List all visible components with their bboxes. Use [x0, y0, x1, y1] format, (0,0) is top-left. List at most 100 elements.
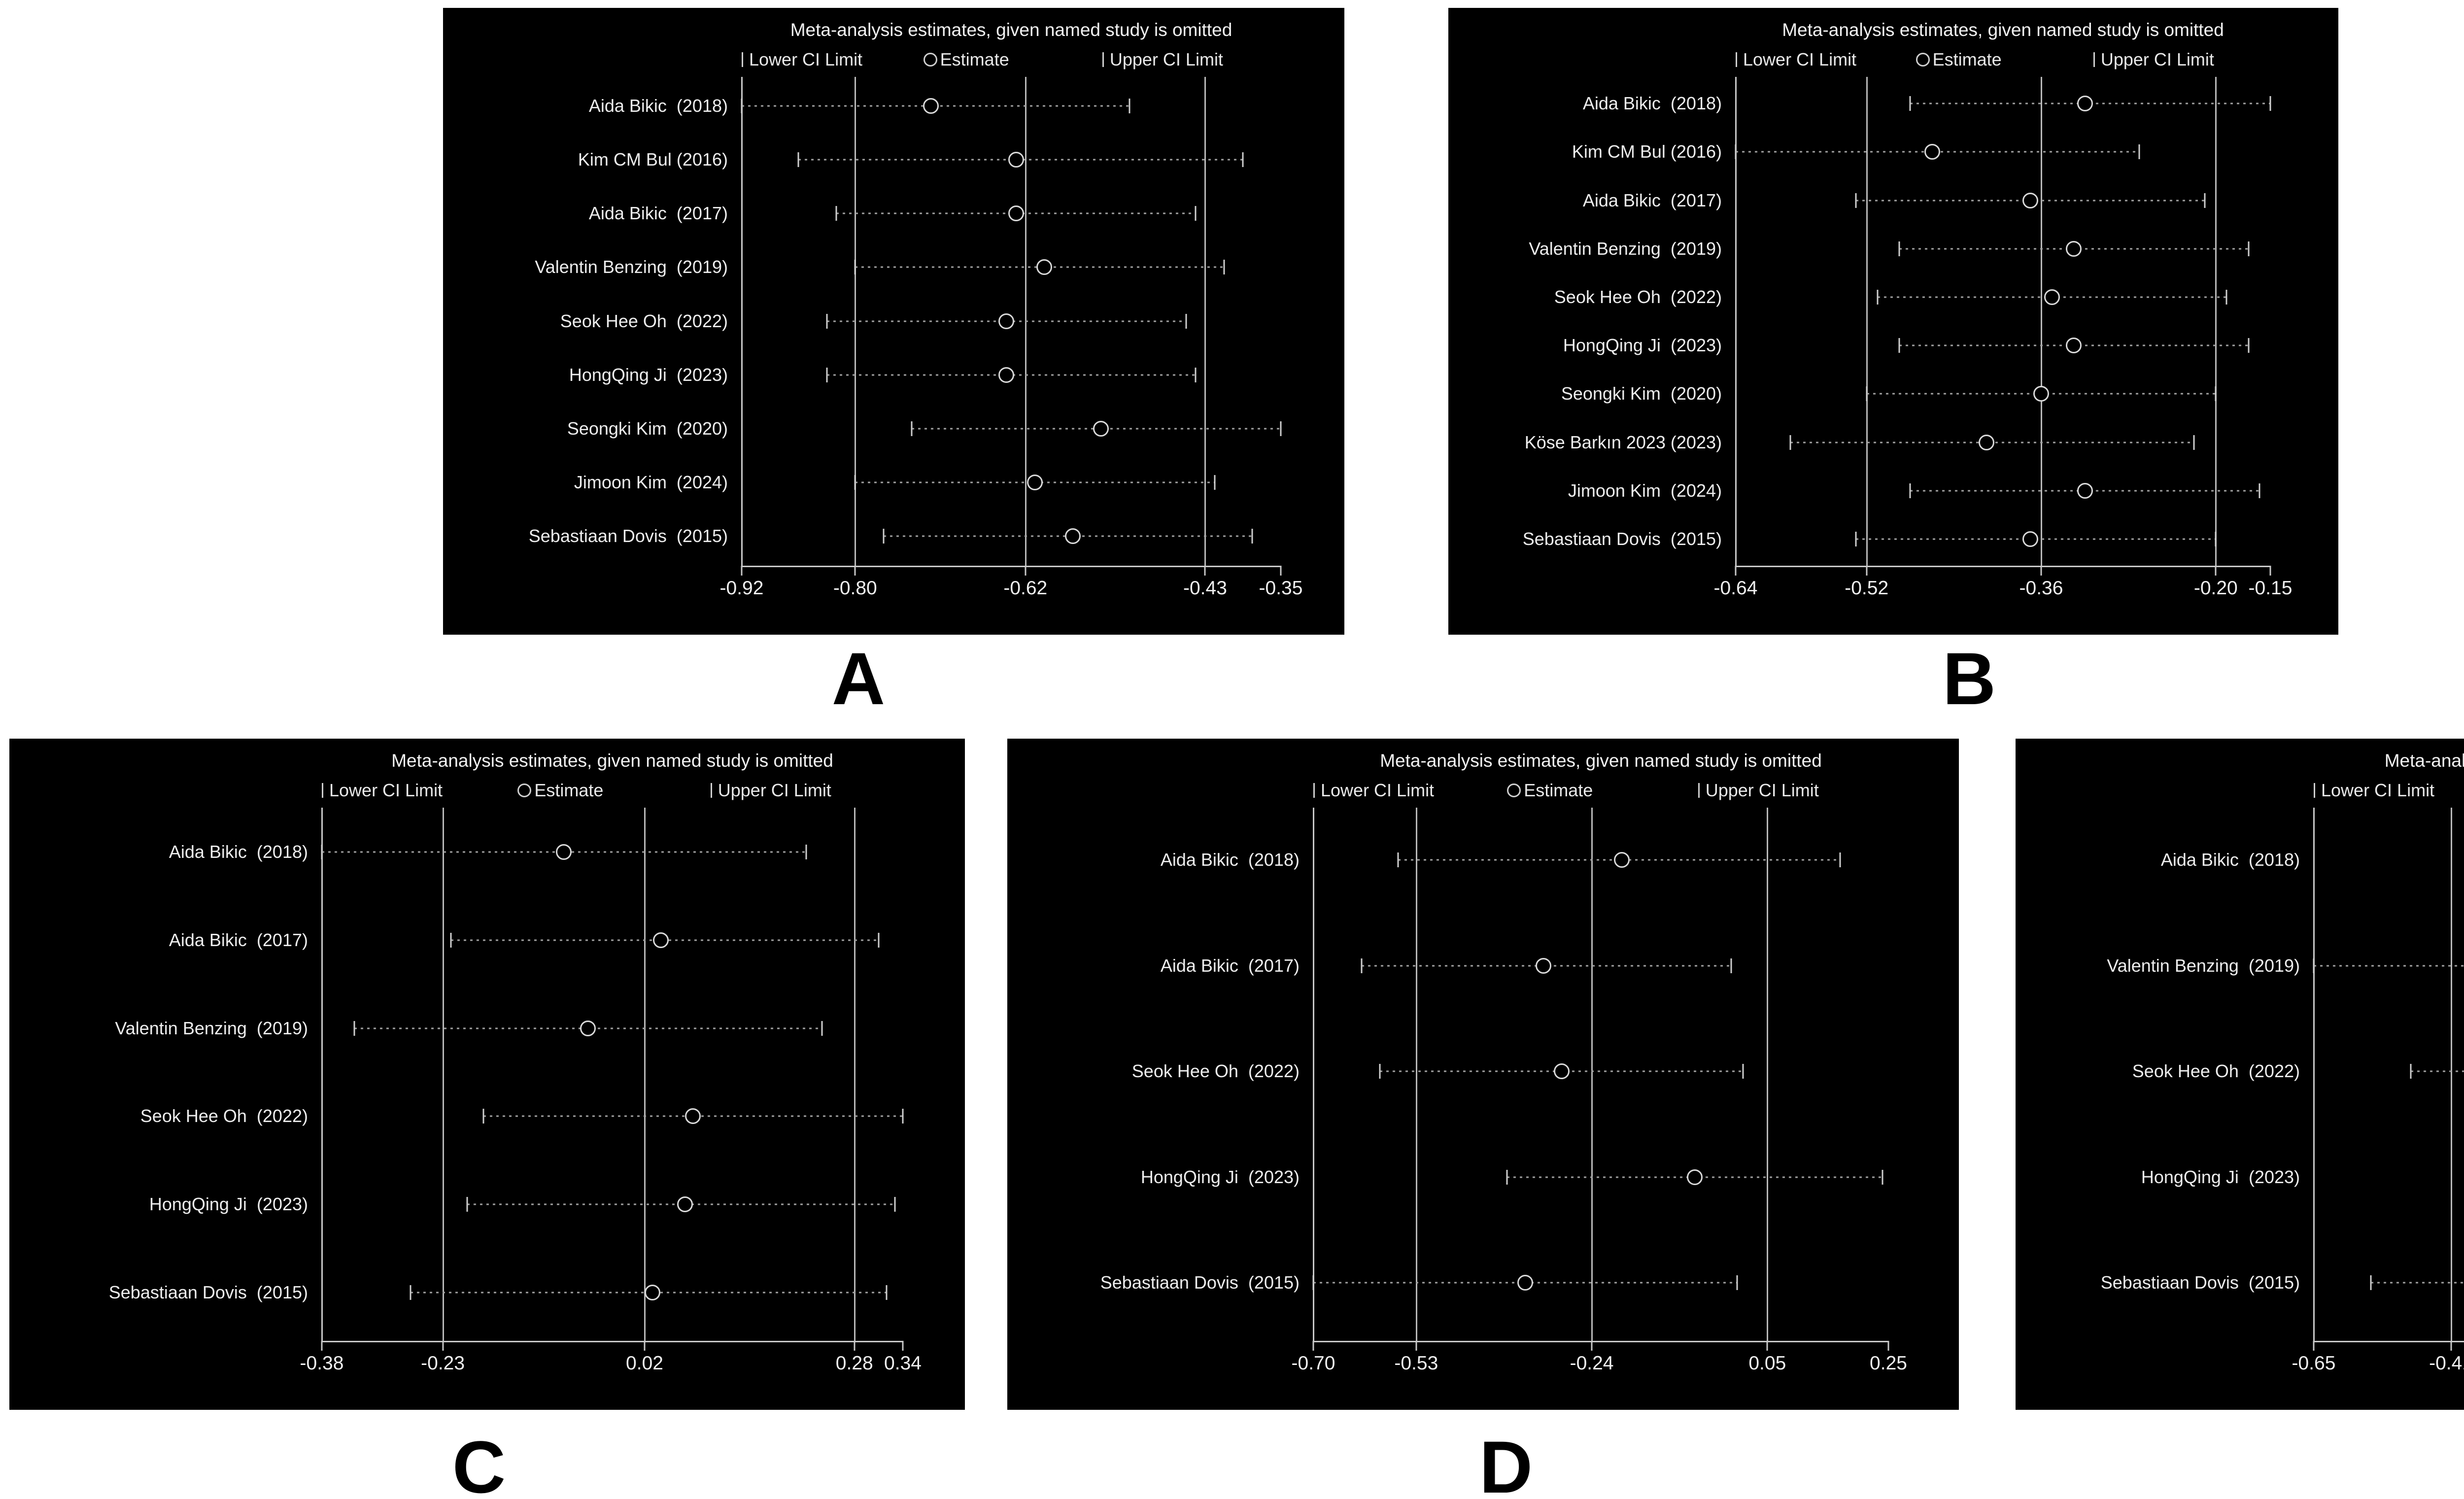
x-axis-tick-4: [1280, 566, 1282, 576]
estimate-marker: [2033, 386, 2049, 402]
study-label: HongQing Ji (2023): [149, 1194, 308, 1215]
ci-cap-lower: [482, 1109, 484, 1124]
x-axis-tick-label-4: -0.35: [1259, 578, 1303, 599]
estimate-marker: [1924, 144, 1940, 160]
study-label: HongQing Ji (2023): [1140, 1166, 1300, 1187]
x-axis-tick-label-1: -0.53: [1394, 1353, 1438, 1374]
x-axis-tick-3: [1766, 1341, 1768, 1351]
x-axis-line: [1313, 1341, 1888, 1342]
estimate-circle-icon: [923, 53, 937, 67]
reference-line-0: [1415, 808, 1417, 1341]
legend-estimate-label: Estimate: [1524, 780, 1593, 800]
x-axis-tick-1: [442, 1341, 444, 1351]
lower-ci-tick-icon: [322, 783, 323, 798]
estimate-marker: [685, 1108, 701, 1124]
legend-lower-ci-label: Lower CI Limit: [2321, 780, 2435, 800]
estimate-marker: [998, 313, 1015, 329]
estimate-marker: [2077, 96, 2093, 112]
ci-cap-upper: [1214, 475, 1216, 490]
ci-cap-lower: [911, 421, 913, 436]
ci-cap-upper: [886, 1285, 888, 1300]
ci-cap-lower: [321, 845, 323, 860]
reference-line-2: [854, 808, 856, 1341]
estimate-marker: [2077, 482, 2093, 499]
forest-panel-e: Meta-analysis estimates, given named stu…: [2016, 739, 2464, 1410]
study-label: Aida Bikic (2018): [169, 842, 308, 862]
plot-title: Meta-analysis estimates, given named stu…: [2384, 750, 2464, 771]
x-axis-line: [1736, 566, 2270, 567]
x-axis-tick-2: [1025, 566, 1027, 576]
ci-cap-lower: [1397, 852, 1399, 868]
ci-cap-lower: [741, 99, 743, 114]
estimate-marker: [1517, 1275, 1533, 1291]
legend-lower-ci-label: Lower CI Limit: [749, 49, 863, 69]
ci-interval-line: [2411, 1070, 2464, 1072]
ci-cap-upper: [1242, 152, 1244, 168]
ci-cap-upper: [2215, 386, 2217, 402]
x-axis-tick-label-3: -0.20: [2193, 578, 2238, 599]
estimate-marker: [1535, 957, 1551, 974]
lower-ci-tick-icon: [2314, 783, 2315, 798]
ci-cap-lower: [826, 367, 828, 382]
estimate-marker: [998, 367, 1015, 383]
x-axis-tick-3: [854, 1341, 856, 1351]
legend-lower-ci: Lower CI Limit: [742, 49, 862, 70]
legend-upper-ci: Upper CI Limit: [1102, 49, 1223, 70]
legend-upper-ci: Upper CI Limit: [2093, 49, 2214, 70]
x-axis-tick-3: [2215, 566, 2217, 576]
study-label: Sebastiaan Dovis (2015): [1522, 528, 1722, 549]
plot-title: Meta-analysis estimates, given named stu…: [1380, 750, 1822, 771]
estimate-marker: [677, 1196, 693, 1213]
legend-upper-ci: Upper CI Limit: [1698, 780, 1819, 801]
ci-cap-lower: [2313, 958, 2315, 973]
x-axis-tick-label-1: -0.23: [421, 1353, 465, 1374]
estimate-marker: [645, 1284, 661, 1300]
x-axis-tick-4: [1887, 1341, 1889, 1351]
x-axis-tick-1: [2450, 1341, 2452, 1351]
ci-cap-lower: [1866, 386, 1868, 402]
x-axis-tick-label-1: -0.52: [1845, 578, 1889, 599]
legend-lower-ci: Lower CI Limit: [1736, 49, 1856, 70]
ci-cap-lower: [1789, 435, 1791, 450]
forest-panel-a: Meta-analysis estimates, given named stu…: [443, 8, 1344, 635]
reference-line-1: [1591, 808, 1593, 1341]
legend-upper-ci: Upper CI Limit: [710, 780, 831, 801]
estimate-marker: [2044, 289, 2060, 305]
estimate-marker: [1614, 852, 1630, 868]
ci-cap-upper: [902, 1109, 904, 1124]
x-axis-tick-2: [644, 1341, 646, 1351]
reference-line-2: [1767, 808, 1769, 1341]
study-label: Seok Hee Oh (2022): [140, 1106, 308, 1126]
x-axis-line: [322, 1341, 903, 1342]
estimate-marker: [2022, 192, 2038, 208]
x-axis-tick-0: [2313, 1341, 2315, 1351]
plot-title: Meta-analysis estimates, given named stu…: [1782, 20, 2224, 40]
x-axis-tick-label-2: -0.24: [1570, 1353, 1614, 1374]
estimate-marker: [2066, 240, 2082, 257]
estimate-circle-icon: [1916, 53, 1930, 67]
study-label: Seongki Kim (2020): [1561, 383, 1722, 404]
legend-lower-ci: Lower CI Limit: [2314, 780, 2434, 801]
estimate-marker: [2066, 338, 2082, 354]
x-axis-tick-4: [2269, 566, 2271, 576]
ci-cap-lower: [854, 475, 856, 490]
study-label: Seok Hee Oh (2022): [2132, 1061, 2300, 1082]
study-label: Valentin Benzing (2019): [2107, 955, 2300, 976]
legend-lower-ci-label: Lower CI Limit: [1743, 49, 1857, 69]
legend-upper-ci-label: Upper CI Limit: [1705, 780, 1819, 800]
estimate-circle-icon: [517, 784, 532, 797]
ci-cap-lower: [353, 1021, 355, 1036]
study-label: Aida Bikic (2017): [1582, 190, 1722, 210]
panel-letter-c: C: [452, 1426, 506, 1499]
x-axis-tick-label-0: -0.64: [1713, 578, 1758, 599]
estimate-marker: [1064, 528, 1081, 544]
y-axis-line: [2313, 808, 2315, 1341]
study-label: Seok Hee Oh (2022): [1131, 1061, 1300, 1082]
estimate-marker: [2022, 531, 2038, 547]
study-label: Sebastiaan Dovis (2015): [528, 525, 728, 546]
ci-cap-lower: [410, 1285, 411, 1300]
x-axis-tick-label-2: -0.62: [1003, 578, 1048, 599]
ci-cap-upper: [2215, 531, 2217, 546]
ci-cap-upper: [1223, 260, 1225, 275]
x-axis-tick-2: [1591, 1341, 1593, 1351]
